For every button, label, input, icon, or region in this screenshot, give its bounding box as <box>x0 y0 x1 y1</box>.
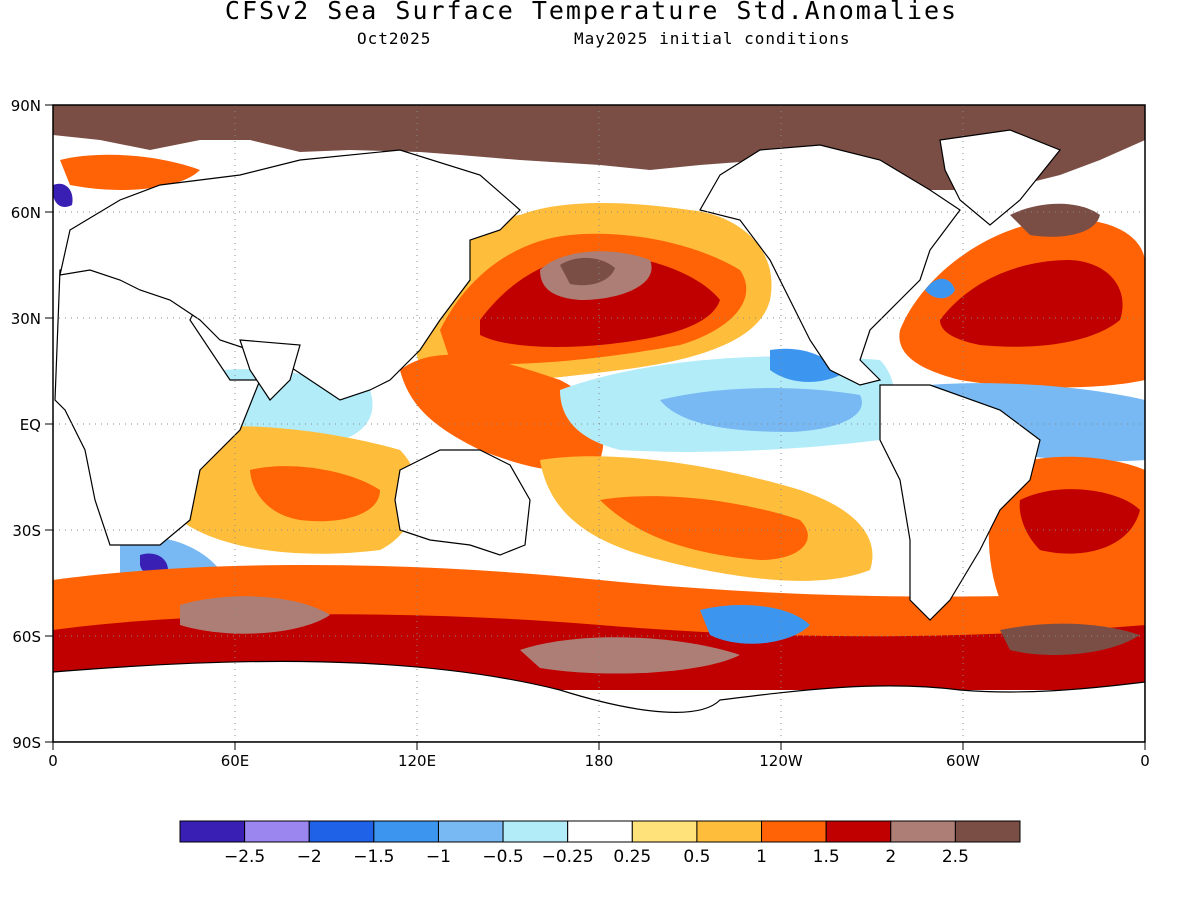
nordic-warm <box>60 154 200 190</box>
lon-label: 60E <box>221 752 250 770</box>
greenland <box>939 129 1061 226</box>
north-america <box>699 144 961 386</box>
north-pacific-hot <box>480 255 720 347</box>
west-pacific-warm <box>400 354 604 471</box>
map-area <box>53 105 1145 742</box>
north-pacific-peak <box>560 257 615 286</box>
colorbar-swatch <box>244 820 310 843</box>
colorbar-swatch <box>373 820 439 843</box>
latitude-labels: 90N 60N 30N EQ 30S 60S 90S <box>11 97 53 752</box>
north-atlantic-peak <box>1010 203 1100 237</box>
colorbar-label: 2 <box>885 847 896 867</box>
colorbar-swatch <box>308 820 375 843</box>
initial-conditions: May2025 initial conditions <box>574 29 851 48</box>
southern-ocean-extreme-2 <box>520 637 740 674</box>
colorbar-label: 0.25 <box>613 847 651 867</box>
southern-pacific-cool <box>700 605 810 644</box>
colorbar-label: −2 <box>297 847 322 867</box>
lon-label: 0 <box>48 752 58 770</box>
grid-lines <box>53 105 1145 742</box>
nordic-cold-spot <box>53 183 73 207</box>
lat-label: 30N <box>11 310 41 328</box>
lat-label: EQ <box>20 416 41 434</box>
colorbar: −2.5 −2 −1.5 −1 −0.5 −0.25 0.25 0.5 1 1.5 2 2.5 <box>179 820 1021 867</box>
chart-title: CFSv2 Sea Surface Temperature Std.Anomal… <box>224 0 959 25</box>
colorbar-label: 1 <box>756 847 767 867</box>
south-america <box>879 384 1041 621</box>
colorbar-swatch <box>437 820 504 843</box>
colorbar-swatch <box>761 820 827 843</box>
lat-label: 90S <box>12 734 41 752</box>
colorbar-label: −1 <box>426 847 451 867</box>
southern-ocean-extreme-1 <box>180 596 330 634</box>
colorbar-label: −1.5 <box>353 847 394 867</box>
colorbar-label: 0.5 <box>683 847 710 867</box>
antarctica <box>53 660 1145 742</box>
south-indian-warmer <box>250 466 380 522</box>
south-atlantic-hot <box>1019 489 1140 554</box>
north-atlantic-hot <box>940 260 1123 347</box>
colorbar-swatch <box>502 820 569 843</box>
india <box>239 339 301 401</box>
continents <box>53 129 1145 742</box>
southern-ocean-extreme-3 <box>1000 623 1140 655</box>
gulf-cool-spot <box>925 278 955 299</box>
australia <box>394 449 531 556</box>
colorbar-swatch <box>631 820 698 843</box>
longitude-labels: 0 60E 120E 180 120W 60W 0 <box>48 742 1150 770</box>
east-pacific-cool-spot <box>770 348 840 382</box>
colorbar-label: −0.25 <box>542 847 594 867</box>
colorbar-label: 1.5 <box>813 847 840 867</box>
lat-label: 60S <box>12 628 41 646</box>
lat-label: 60N <box>11 204 41 222</box>
colorbar-swatch <box>567 820 633 843</box>
colorbar-label: −2.5 <box>224 847 265 867</box>
colorbar-swatch <box>825 820 892 843</box>
colorbar-swatch <box>890 820 956 843</box>
forecast-month: Oct2025 <box>357 29 432 48</box>
lon-label: 0 <box>1140 752 1150 770</box>
south-pacific-warmer <box>600 496 808 560</box>
lon-label: 120W <box>759 752 803 770</box>
colorbar-swatch <box>696 820 763 843</box>
equatorial-pacific-cooler <box>660 388 862 432</box>
lat-label: 90N <box>11 97 41 115</box>
lon-label: 60W <box>946 752 980 770</box>
colorbar-label: 2.5 <box>942 847 969 867</box>
colorbar-swatch <box>954 820 1021 843</box>
lon-label: 120E <box>398 752 436 770</box>
lon-label: 180 <box>585 752 614 770</box>
eurasia <box>59 149 521 401</box>
colorbar-label: −0.5 <box>482 847 523 867</box>
agulhas-cold-core <box>140 553 168 575</box>
colorbar-swatch <box>179 820 246 843</box>
lat-label: 30S <box>12 522 41 540</box>
